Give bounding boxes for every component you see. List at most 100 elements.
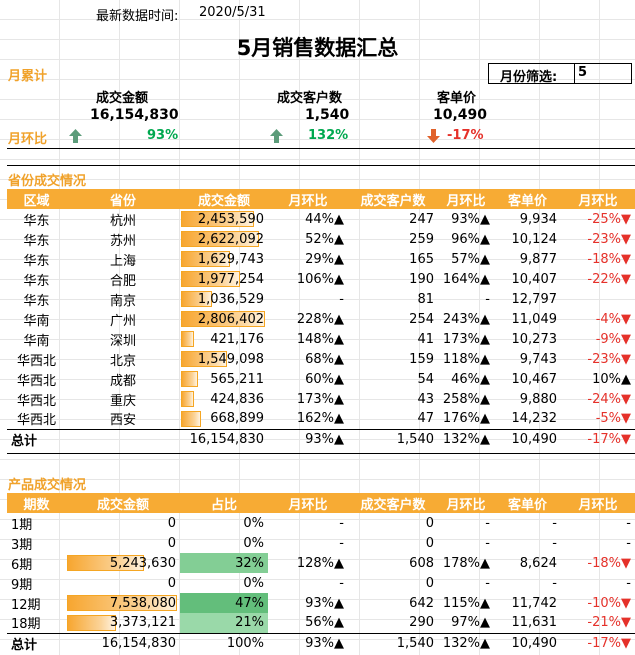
region-cell[interactable]: 华东: [23, 293, 50, 309]
avgprice-ring-cell[interactable]: -25%▼: [587, 211, 631, 227]
avgprice-ring-cell[interactable]: -: [626, 535, 631, 551]
share-cell[interactable]: 0%: [243, 575, 264, 591]
region-cell[interactable]: 华西北: [16, 373, 56, 389]
avgprice-cell[interactable]: -: [552, 575, 557, 591]
amount-ring-cell[interactable]: -: [339, 515, 344, 531]
avgprice-ring-cell[interactable]: -10%▼: [587, 595, 631, 611]
customers-cell[interactable]: 642: [409, 595, 434, 611]
amount-ring-cell[interactable]: 60%▲: [305, 371, 344, 387]
region-cell[interactable]: 华东: [23, 233, 50, 249]
amount-ring-cell[interactable]: 228%▲: [296, 311, 344, 327]
share-cell[interactable]: 0%: [243, 515, 264, 531]
period-cell[interactable]: 6期: [11, 557, 33, 573]
amount-ring-cell[interactable]: 29%▲: [305, 251, 344, 267]
share-cell[interactable]: 47%: [180, 593, 268, 613]
customers-cell[interactable]: 81: [417, 291, 434, 307]
amount-cell[interactable]: 3,373,121: [66, 613, 180, 633]
avgprice-ring-cell[interactable]: -: [626, 515, 631, 531]
avgprice-ring-cell[interactable]: -5%▼: [595, 411, 631, 427]
customers-cell[interactable]: 290: [409, 615, 434, 631]
amount-cell[interactable]: 668,899: [180, 409, 268, 429]
amount-ring-cell[interactable]: 68%▲: [305, 351, 344, 367]
period-cell[interactable]: 18期: [11, 617, 41, 633]
amount-cell[interactable]: 565,211: [180, 369, 268, 389]
amount-cell[interactable]: 1,549,098: [180, 349, 268, 369]
customers-cell[interactable]: 0: [425, 535, 434, 551]
province-cell[interactable]: 重庆: [109, 393, 136, 409]
customers-ring-cell[interactable]: 176%▲: [442, 411, 490, 427]
avgprice-cell[interactable]: 11,631: [511, 615, 558, 631]
avgprice-ring-cell[interactable]: -9%▼: [595, 331, 631, 347]
avgprice-cell[interactable]: 10,273: [511, 331, 558, 347]
amount-ring-cell[interactable]: 52%▲: [305, 231, 344, 247]
month-filter-input[interactable]: 5: [574, 63, 632, 84]
region-cell[interactable]: 华西北: [16, 413, 56, 429]
amount-cell[interactable]: 0: [66, 513, 180, 533]
region-cell[interactable]: 华西北: [16, 393, 56, 409]
amount-cell[interactable]: 2,622,092: [180, 229, 268, 249]
province-cell[interactable]: 北京: [109, 353, 136, 369]
customers-ring-cell[interactable]: -: [485, 515, 490, 531]
customers-cell[interactable]: 43: [417, 391, 434, 407]
amount-cell[interactable]: 1,629,743: [180, 249, 268, 269]
amount-cell[interactable]: 5,243,630: [66, 553, 180, 573]
province-cell[interactable]: 杭州: [109, 213, 136, 229]
avgprice-cell[interactable]: -: [552, 515, 557, 531]
customers-ring-cell[interactable]: 164%▲: [442, 271, 490, 287]
amount-cell[interactable]: 0: [66, 573, 180, 593]
customers-cell[interactable]: 165: [409, 251, 434, 267]
customers-ring-cell[interactable]: -: [485, 575, 490, 591]
customers-cell[interactable]: 0: [425, 575, 434, 591]
amount-ring-cell[interactable]: 128%▲: [296, 555, 344, 571]
period-cell[interactable]: 3期: [11, 537, 33, 553]
region-cell[interactable]: 华东: [23, 273, 50, 289]
province-cell[interactable]: 深圳: [109, 333, 136, 349]
amount-cell[interactable]: 1,977,254: [180, 269, 268, 289]
avgprice-cell[interactable]: 9,877: [519, 251, 557, 267]
customers-ring-cell[interactable]: 93%▲: [451, 211, 490, 227]
customers-ring-cell[interactable]: 57%▲: [451, 251, 490, 267]
avgprice-cell[interactable]: 10,407: [511, 271, 558, 287]
customers-cell[interactable]: 47: [417, 411, 434, 427]
province-cell[interactable]: 西安: [109, 413, 136, 429]
avgprice-ring-cell[interactable]: -18%▼: [587, 251, 631, 267]
amount-ring-cell[interactable]: -: [339, 575, 344, 591]
customers-ring-cell[interactable]: -: [485, 535, 490, 551]
amount-ring-cell[interactable]: 93%▲: [305, 595, 344, 611]
customers-ring-cell[interactable]: 243%▲: [442, 311, 490, 327]
customers-cell[interactable]: 0: [425, 515, 434, 531]
avgprice-cell[interactable]: 12,797: [511, 291, 558, 307]
province-cell[interactable]: 苏州: [109, 233, 136, 249]
customers-cell[interactable]: 41: [417, 331, 434, 347]
avgprice-cell[interactable]: 10,467: [511, 371, 558, 387]
avgprice-cell[interactable]: 14,232: [511, 411, 558, 427]
customers-cell[interactable]: 608: [409, 555, 434, 571]
customers-cell[interactable]: 190: [409, 271, 434, 287]
avgprice-ring-cell[interactable]: -22%▼: [587, 271, 631, 287]
period-cell[interactable]: 12期: [11, 597, 41, 613]
region-cell[interactable]: 华东: [23, 253, 50, 269]
avgprice-cell[interactable]: -: [552, 535, 557, 551]
amount-cell[interactable]: 0: [66, 533, 180, 553]
avgprice-ring-cell[interactable]: [561, 289, 635, 309]
customers-ring-cell[interactable]: 46%▲: [451, 371, 490, 387]
customers-ring-cell[interactable]: 115%▲: [442, 595, 490, 611]
customers-ring-cell[interactable]: 178%▲: [442, 555, 490, 571]
customers-cell[interactable]: 254: [409, 311, 434, 327]
amount-ring-cell[interactable]: 44%▲: [305, 211, 344, 227]
customers-cell[interactable]: 247: [409, 211, 434, 227]
amount-cell[interactable]: 421,176: [180, 329, 268, 349]
customers-cell[interactable]: 159: [409, 351, 434, 367]
amount-ring-cell[interactable]: 173%▲: [296, 391, 344, 407]
amount-cell[interactable]: 424,836: [180, 389, 268, 409]
avgprice-cell[interactable]: 8,624: [519, 555, 557, 571]
province-cell[interactable]: 上海: [109, 253, 136, 269]
amount-ring-cell[interactable]: -: [339, 291, 344, 307]
customers-ring-cell[interactable]: 118%▲: [442, 351, 490, 367]
amount-ring-cell[interactable]: 56%▲: [305, 615, 344, 631]
amount-cell[interactable]: 2,806,402: [180, 309, 268, 329]
province-cell[interactable]: 南京: [109, 293, 136, 309]
region-cell[interactable]: 华南: [23, 333, 50, 349]
avgprice-ring-cell[interactable]: -4%▼: [595, 311, 631, 327]
avgprice-ring-cell[interactable]: -18%▼: [587, 555, 631, 571]
